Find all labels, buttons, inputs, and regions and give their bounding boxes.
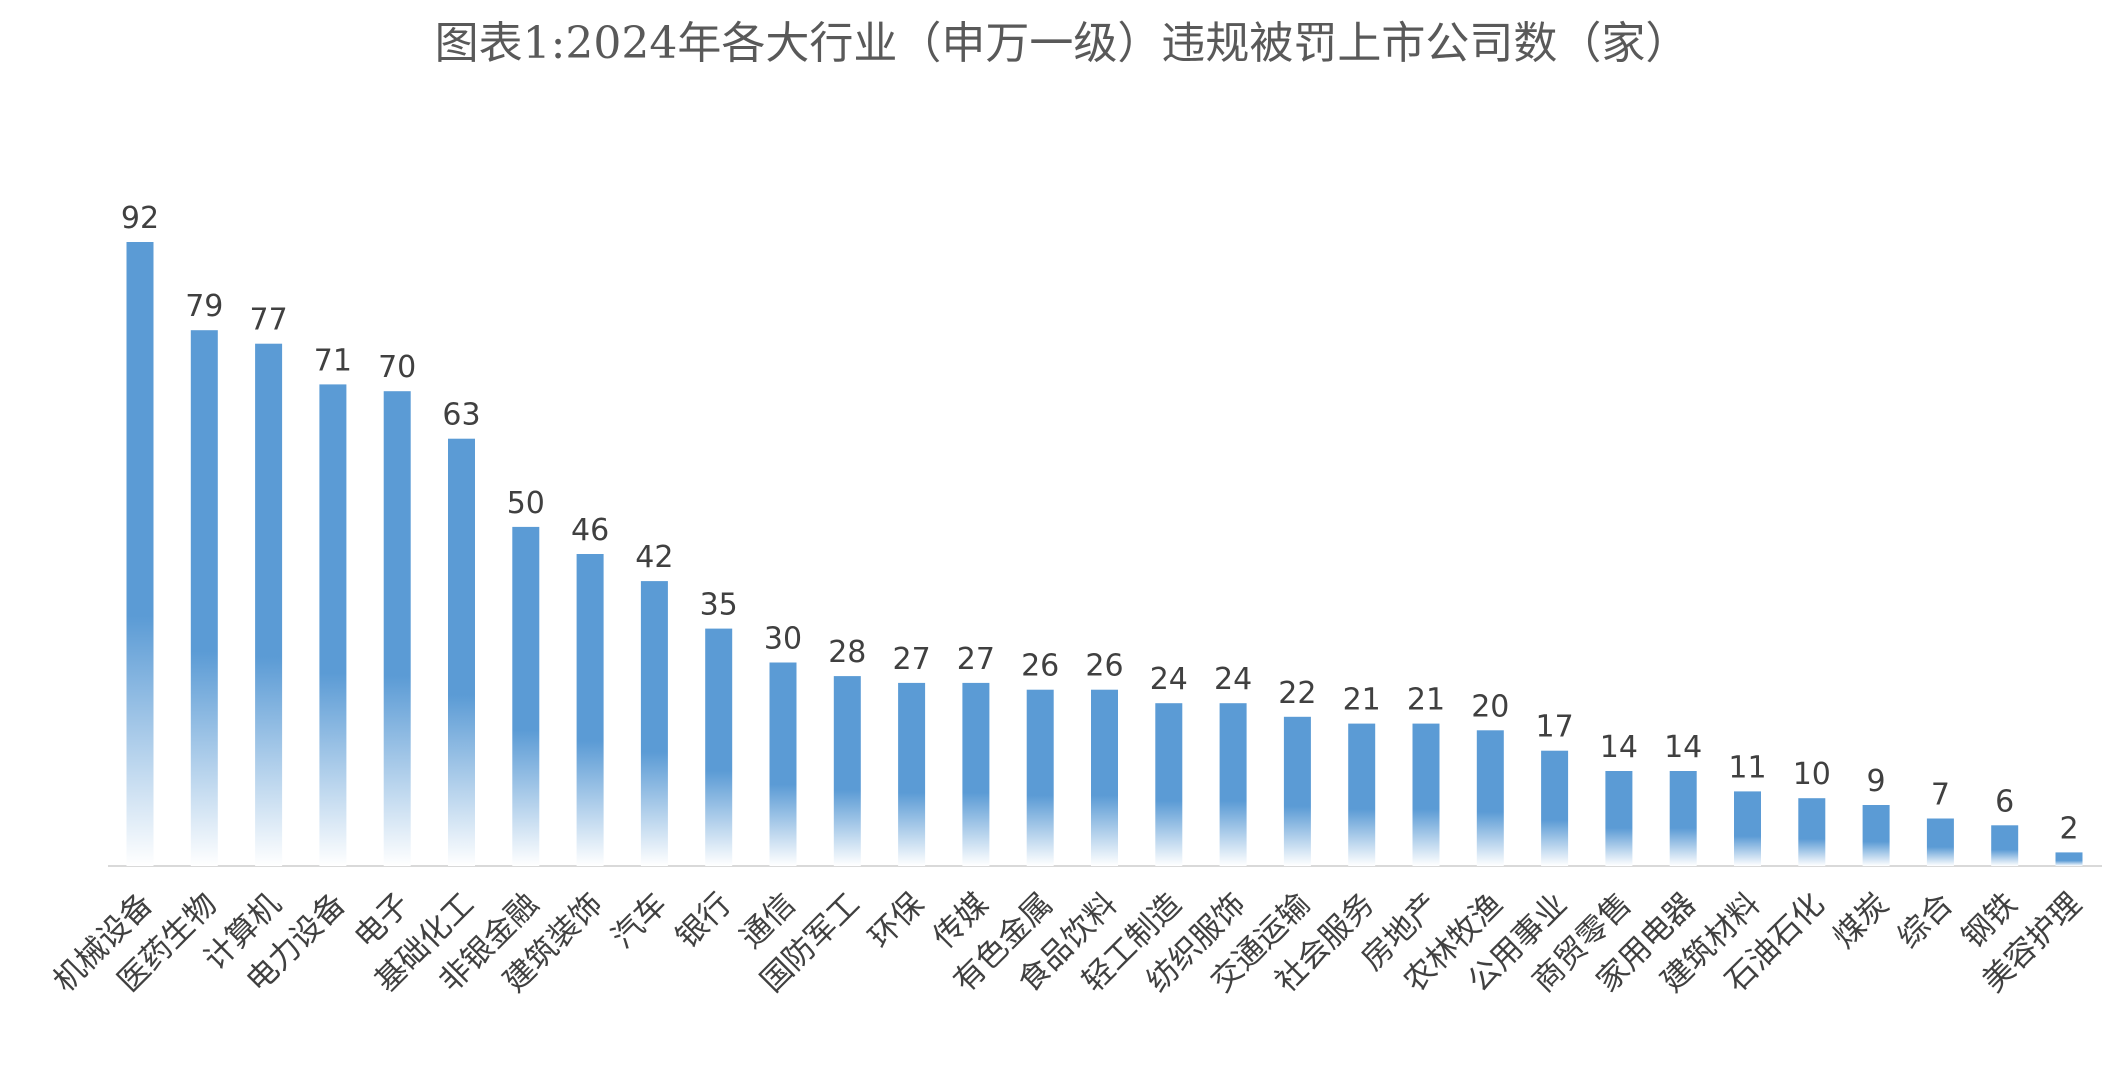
bar-30 xyxy=(1991,825,2019,866)
bar-11 xyxy=(769,662,797,866)
category-label-28: 煤炭 xyxy=(1826,886,1895,955)
bar-23 xyxy=(1541,750,1569,866)
bar-28 xyxy=(1862,805,1890,866)
value-label-12: 28 xyxy=(828,635,866,670)
value-label-25: 14 xyxy=(1664,730,1702,765)
value-label-26: 11 xyxy=(1728,750,1766,785)
bar-3 xyxy=(255,343,283,866)
value-label-20: 21 xyxy=(1343,683,1381,718)
bar-4 xyxy=(319,384,347,866)
value-label-1: 92 xyxy=(121,201,159,236)
bar-16 xyxy=(1091,689,1118,866)
bars-group xyxy=(126,242,2083,866)
value-label-2: 79 xyxy=(185,289,223,324)
value-label-13: 27 xyxy=(893,642,931,677)
category-label-9: 汽车 xyxy=(605,886,674,955)
bar-7 xyxy=(512,526,540,866)
category-label-29: 综合 xyxy=(1891,886,1960,955)
bar-5 xyxy=(383,391,411,866)
value-label-5: 70 xyxy=(378,350,416,385)
bar-21 xyxy=(1412,723,1440,866)
bar-8 xyxy=(576,554,604,866)
value-label-21: 21 xyxy=(1407,683,1445,718)
value-label-18: 24 xyxy=(1214,662,1252,697)
bar-19 xyxy=(1283,716,1311,866)
value-label-19: 22 xyxy=(1278,676,1316,711)
bar-17 xyxy=(1155,703,1183,866)
bar-15 xyxy=(1026,689,1054,866)
bar-14 xyxy=(962,682,990,866)
value-label-8: 46 xyxy=(571,513,609,548)
bar-22 xyxy=(1476,730,1504,866)
value-label-16: 26 xyxy=(1085,649,1123,684)
value-label-6: 63 xyxy=(442,398,480,433)
category-label-13: 环保 xyxy=(862,886,931,955)
value-label-31: 2 xyxy=(2059,811,2078,846)
bar-20 xyxy=(1348,723,1376,866)
bar-13 xyxy=(898,682,926,866)
category-labels-group: 机械设备医药生物计算机电力设备电子基础化工非银金融建筑装饰汽车银行通信国防军工环… xyxy=(47,886,2089,999)
bar-31 xyxy=(2055,852,2083,866)
bar-12 xyxy=(833,676,861,866)
value-label-29: 7 xyxy=(1931,778,1950,813)
value-label-14: 27 xyxy=(957,642,995,677)
value-label-7: 50 xyxy=(507,486,545,521)
bar-6 xyxy=(448,438,475,866)
bar-26 xyxy=(1734,791,1761,866)
bar-18 xyxy=(1219,703,1247,866)
bar-29 xyxy=(1926,818,1954,866)
bar-1 xyxy=(126,242,154,866)
value-label-17: 24 xyxy=(1150,662,1188,697)
value-label-28: 9 xyxy=(1867,764,1886,799)
bar-24 xyxy=(1605,771,1633,866)
bar-10 xyxy=(705,628,733,866)
value-label-4: 71 xyxy=(314,343,352,378)
value-label-23: 17 xyxy=(1536,710,1574,745)
value-label-10: 35 xyxy=(700,588,738,623)
chart-title: 图表1:2024年各大行业（申万一级）违规被罚上市公司数（家） xyxy=(435,18,1690,69)
value-label-27: 10 xyxy=(1793,757,1831,792)
value-label-22: 20 xyxy=(1471,689,1509,724)
value-label-3: 77 xyxy=(250,303,288,338)
value-label-15: 26 xyxy=(1021,649,1059,684)
value-label-9: 42 xyxy=(635,540,673,575)
category-label-10: 银行 xyxy=(669,886,738,955)
bar-27 xyxy=(1798,798,1826,866)
value-label-30: 6 xyxy=(1995,784,2014,819)
bar-2 xyxy=(190,330,218,866)
value-label-11: 30 xyxy=(764,622,802,657)
bar-9 xyxy=(640,581,668,866)
bar-25 xyxy=(1669,771,1697,866)
value-label-24: 14 xyxy=(1600,730,1638,765)
